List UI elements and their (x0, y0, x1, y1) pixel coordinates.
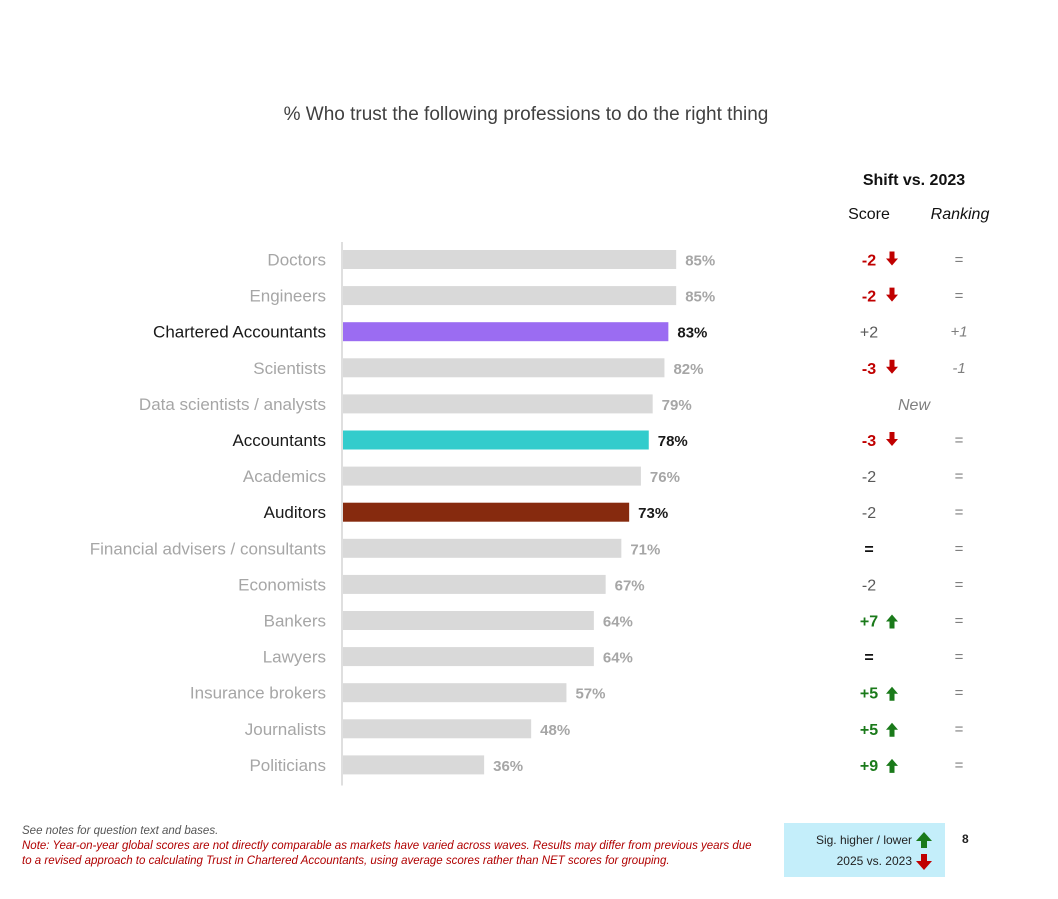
arrow-down-icon (886, 287, 898, 302)
arrow-down-icon (886, 251, 898, 266)
bar (343, 358, 665, 378)
arrow-down-icon (886, 359, 898, 374)
category-label: Insurance brokers (190, 684, 326, 703)
shift-score: -3 (862, 361, 876, 378)
legend-line-1: Sig. higher / lower (815, 833, 912, 847)
value-label: 78% (658, 433, 688, 450)
shift-header: Shift vs. 2023 (862, 172, 966, 189)
significance-legend: Sig. higher / lower 2025 vs. 2023 (784, 823, 945, 877)
see-notes-text: See notes for question text and bases. (22, 825, 219, 837)
category-label: Doctors (267, 251, 326, 270)
value-label: 73% (638, 505, 668, 522)
arrow-up-icon (916, 832, 932, 848)
arrow-down-icon (886, 432, 898, 446)
value-label: 76% (650, 469, 680, 486)
bar (343, 502, 630, 522)
category-label: Chartered Accountants (153, 323, 326, 342)
shift-score: -2 (862, 289, 876, 306)
value-label: 79% (662, 397, 692, 414)
shift-score: +9 (860, 758, 878, 775)
footnotes: See notes for question text and bases. N… (22, 824, 762, 869)
bar (343, 394, 653, 414)
value-label: 57% (575, 686, 605, 703)
shift-score: -2 (862, 253, 876, 270)
value-label: 71% (630, 541, 660, 558)
shift-rank: +1 (950, 324, 967, 341)
shift-rank: = (955, 757, 964, 774)
category-label: Journalists (245, 720, 326, 739)
value-label: 64% (603, 650, 633, 667)
bar (343, 286, 677, 306)
arrow-up-icon (886, 614, 898, 629)
bar (343, 538, 622, 558)
bar (343, 322, 669, 342)
value-label: 67% (615, 577, 645, 594)
category-label: Auditors (264, 503, 326, 522)
shift-rank: = (955, 252, 964, 269)
value-label: 83% (677, 325, 707, 342)
shift-rank: = (955, 721, 964, 738)
bar (343, 430, 649, 450)
category-label: Economists (238, 575, 326, 594)
arrow-up-icon (886, 758, 898, 773)
shift-rank: = (955, 685, 964, 702)
shift-score: -2 (862, 577, 876, 594)
value-label: 82% (673, 361, 703, 378)
shift-rank: = (955, 613, 964, 630)
ranking-subheader: Ranking (930, 206, 990, 223)
chart-title: % Who trust the following professions to… (283, 104, 769, 125)
bar (343, 647, 594, 667)
shift-rank: -1 (952, 360, 965, 377)
bar (343, 466, 641, 486)
bar (343, 250, 677, 269)
shift-rank: = (955, 288, 964, 305)
shift-score: -3 (862, 433, 876, 450)
page-number: 8 (962, 832, 969, 846)
arrow-down-icon (916, 854, 932, 870)
legend-line-2: 2025 vs. 2023 (836, 854, 912, 868)
new-entry-label: New (898, 397, 931, 414)
shift-score: -2 (862, 469, 876, 486)
bar (343, 683, 567, 703)
shift-rank: = (955, 504, 964, 521)
shift-rank: = (955, 576, 964, 593)
value-label: 36% (493, 758, 523, 775)
shift-rank: = (955, 432, 964, 449)
shift-rank: = (955, 649, 964, 666)
arrow-up-icon (886, 686, 898, 701)
shift-score: = (864, 650, 873, 667)
shift-score: -2 (862, 505, 876, 522)
shift-rank: = (955, 468, 964, 485)
shift-score: +5 (860, 686, 878, 703)
category-label: Accountants (232, 431, 326, 450)
value-label: 64% (603, 614, 633, 631)
category-label: Bankers (264, 612, 326, 631)
bar (343, 719, 532, 739)
shift-score: +7 (860, 614, 878, 631)
category-label: Scientists (253, 359, 326, 378)
score-subheader: Score (848, 206, 890, 223)
category-label: Academics (243, 467, 326, 486)
category-label: Lawyers (263, 648, 326, 667)
shift-score: = (864, 541, 873, 558)
value-label: 85% (685, 289, 715, 306)
value-label: 85% (685, 253, 715, 270)
category-label: Engineers (249, 287, 326, 306)
bar (343, 574, 606, 594)
category-label: Data scientists / analysts (139, 395, 326, 414)
shift-score: +5 (860, 722, 878, 739)
category-label: Politicians (249, 756, 326, 775)
methodology-note: Note: Year-on-year global scores are not… (22, 840, 752, 867)
shift-rank: = (955, 540, 964, 557)
bar (343, 611, 594, 630)
category-label: Financial advisers / consultants (90, 539, 326, 558)
arrow-up-icon (886, 722, 898, 737)
bar (343, 755, 485, 775)
bar-chart: Doctors 85% -2 = Engineers 85% -2 = Chartered Ac… (90, 242, 968, 786)
shift-score: +2 (860, 325, 878, 342)
value-label: 48% (540, 722, 570, 739)
